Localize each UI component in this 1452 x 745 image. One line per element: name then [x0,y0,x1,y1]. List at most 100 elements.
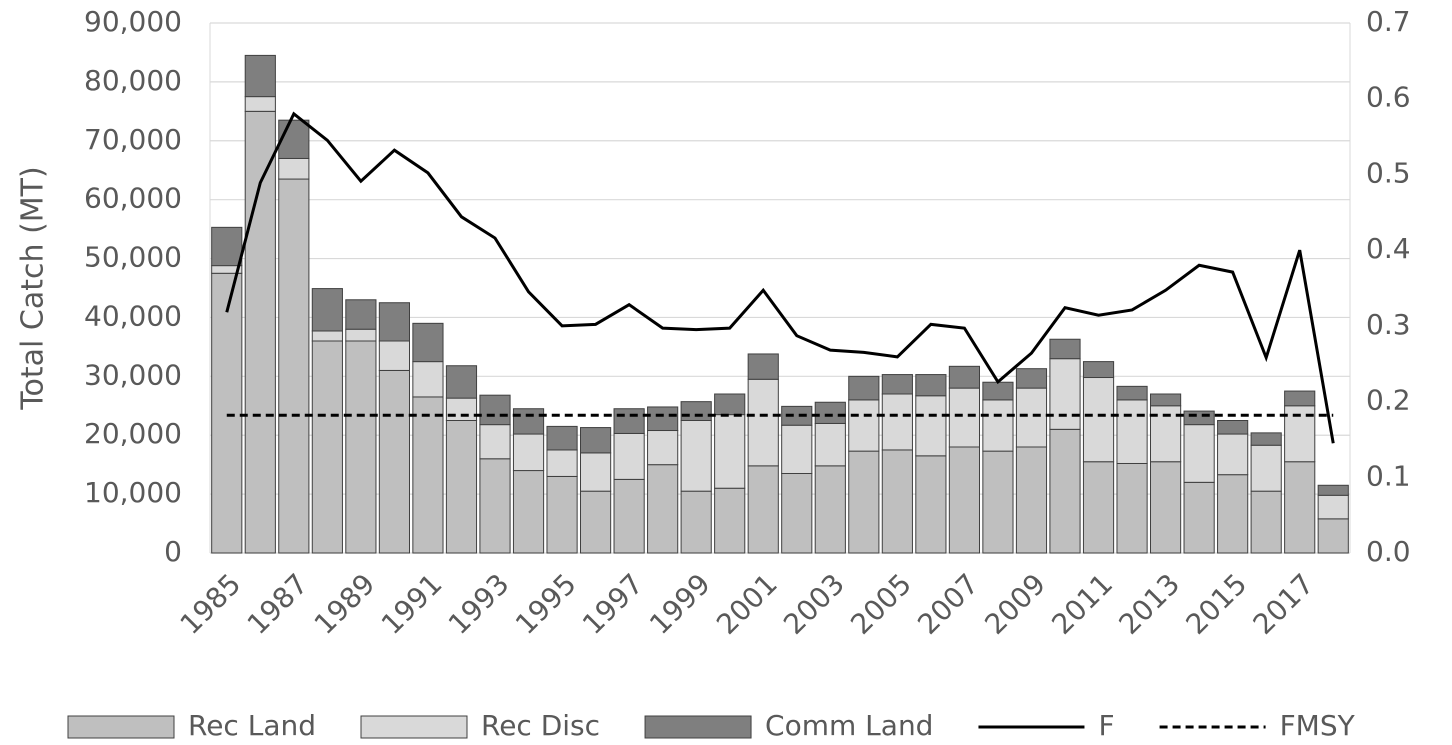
bar-segment [781,473,813,554]
bar-segment [714,393,746,416]
bar-segment [814,422,846,467]
bar-segment [881,374,913,395]
bar-segment [345,340,377,554]
bar-segment [948,446,981,554]
x-tick-label: 1991 [375,567,449,641]
bar-segment [747,378,779,467]
bar-segment [512,408,545,435]
legend-swatch [644,715,752,739]
bar-segment [1183,424,1215,483]
bar-segment [948,365,981,389]
bar-segment [580,427,612,454]
bar-segment [1250,444,1282,492]
x-tick-label: 1987 [241,567,315,641]
bar-segment [915,374,947,397]
x-tick-label: 1985 [174,567,248,641]
y-tick-label: 90,000 [84,5,182,38]
y2-tick-label: 0.4 [1366,232,1411,265]
bar-segment [412,361,444,398]
bar-segment [1049,428,1081,554]
x-tick-label: 1999 [643,567,717,641]
x-tick-label: 2001 [710,567,784,641]
bar-segment [680,490,712,554]
bar-segment [445,420,478,554]
bar-segment [948,387,981,448]
bar-segment [1284,390,1316,407]
bar-segment [580,490,612,554]
bar-segment [915,455,947,554]
bar-segment [1284,461,1316,554]
legend-label: Rec Disc [481,709,600,742]
legend-label: Comm Land [765,709,933,742]
bar-segment [278,157,310,180]
legend-label: F [1098,709,1114,742]
x-tick-label: 2013 [1112,567,1186,641]
bar-segment [982,381,1014,401]
bar-segment [445,365,478,399]
bar-segment [647,464,679,554]
bar-segment [278,119,310,159]
bar-segment [881,393,913,451]
bar-segment [1250,490,1282,554]
y-tick-label: 60,000 [84,182,182,215]
bar-segment [1049,358,1081,430]
bar-segment [647,430,679,466]
bar-segment [848,450,880,554]
y2-tick-label: 0.7 [1366,5,1411,38]
bar-segment [1183,410,1215,426]
x-tick-label: 2005 [844,567,918,641]
bar-segment [311,330,343,342]
bar-segment [1183,481,1215,554]
bar-segment [781,424,813,475]
bar-segment [1150,461,1182,554]
bar-segment [512,470,545,554]
bar-segment [244,110,276,554]
legend-label: Rec Land [188,709,316,742]
bar-segment [915,395,947,457]
y-tick-label: 30,000 [84,358,182,391]
bar-segment [479,394,511,426]
bar-segment [546,475,578,554]
bar-segment [412,322,444,363]
legend-swatch [67,715,175,739]
bar-segment [747,353,779,380]
y2-tick-label: 0.5 [1366,156,1411,189]
y-tick-label: 50,000 [84,241,182,274]
bar-segment [747,465,779,554]
bar-segment [881,449,913,554]
bar-segment [1082,361,1115,379]
bar-segment [244,96,276,112]
y-tick-label: 40,000 [84,299,182,332]
bar-segment [479,424,511,460]
bar-segment [1116,399,1148,464]
y-axis-label: Total Catch (MT) [16,166,51,410]
bar-segment [1082,377,1115,463]
bar-segment [1049,338,1081,360]
bar-segment [1116,385,1148,401]
bar-segment [982,399,1014,452]
x-tick-label: 2009 [978,567,1052,641]
bar-segment [1217,433,1249,476]
x-tick-label: 1997 [576,567,650,641]
x-tick-label: 1995 [509,567,583,641]
bar-segment [412,396,444,554]
legend-swatch [360,715,468,739]
bar-segment [613,408,645,434]
bar-segment [580,452,612,492]
bar-segment [714,487,746,554]
bar-segment [1015,387,1048,448]
bar-segment [378,369,410,554]
bar-segment [1015,368,1048,389]
bar-segment [1015,446,1048,554]
bar-segment [1217,474,1249,554]
bar-segment [680,420,712,492]
bar-segment [211,226,243,267]
y-tick-label: 70,000 [84,123,182,156]
bar-segment [378,302,410,342]
bar-segment [311,340,343,554]
bar-segment [1317,484,1349,496]
bar-segment [211,272,243,554]
x-tick-label: 2011 [1045,567,1119,641]
bar-segment [647,406,679,432]
